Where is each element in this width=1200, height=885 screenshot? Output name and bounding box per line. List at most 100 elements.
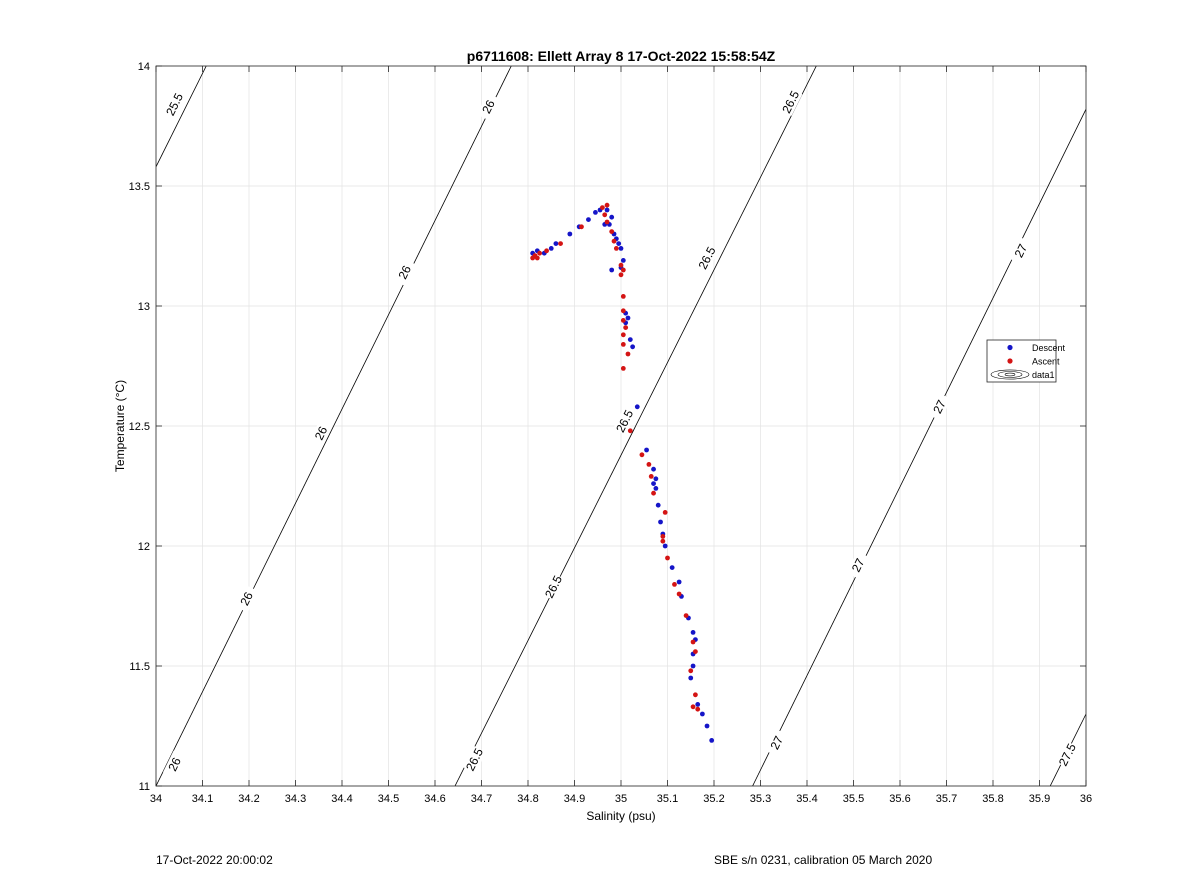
y-tick-label: 11 [139, 781, 150, 793]
descent-point [669, 565, 675, 570]
ascent-point [683, 613, 689, 618]
descent-point [653, 486, 659, 491]
density-contour-label: 27 [765, 728, 789, 757]
density-contour-line [454, 66, 817, 786]
ascent-point [544, 248, 549, 254]
density-contour-label: 27 [927, 392, 952, 421]
contour-label-text: 26 [396, 263, 415, 281]
x-axis-ticks: 34 34.1 34.2 34.3 34.4 34.5 34.6 34.7 34.8 34.9 35… [150, 66, 1092, 805]
y-tick-label: 14 [138, 61, 150, 73]
x-tick-label: 35.6 [889, 793, 910, 805]
x-tick-label: 35.2 [703, 793, 724, 805]
contour-label-mask [309, 419, 333, 448]
contour-label-mask [235, 584, 259, 613]
density-contour-label: 27 [846, 551, 870, 580]
ascent-point [604, 219, 610, 225]
legend-contour-label: data1 [1032, 370, 1055, 380]
y-tick-label: 11.5 [129, 661, 150, 673]
density-contour-label: 26 [163, 750, 187, 779]
descent-point [616, 241, 622, 247]
ascent-point [648, 474, 654, 479]
contour-label-text: 27 [930, 397, 949, 415]
legend-contour-icon [990, 369, 1030, 380]
x-tick-label: 35.8 [982, 793, 1003, 805]
contour-label-mask [613, 407, 637, 436]
descent-point [618, 246, 624, 251]
ascent-point [618, 262, 624, 268]
contour-label-text: 27 [849, 556, 868, 574]
x-tick-label: 34.7 [471, 793, 492, 805]
descent-point [586, 217, 591, 223]
ascent-point [676, 591, 682, 597]
legend-descent-label: Descent [1032, 343, 1066, 353]
y-tick-label: 13 [138, 301, 150, 313]
data-points [530, 202, 715, 743]
y-tick-label: 12 [138, 541, 150, 553]
x-tick-label: 34.3 [285, 793, 306, 805]
contour-label-mask [1009, 236, 1033, 265]
ascent-point [625, 351, 631, 357]
density-contour-label: 27 [1009, 236, 1033, 265]
ascent-point [620, 332, 626, 338]
ascent-point [604, 202, 610, 208]
density-contour-label: 26 [235, 584, 259, 613]
x-tick-label: 35 [615, 793, 627, 805]
ascent-point [627, 428, 633, 434]
x-tick-label: 35.5 [843, 793, 864, 805]
contour-label-mask [462, 745, 487, 774]
ascent-point [672, 582, 677, 587]
x-tick-label: 34.8 [517, 793, 538, 805]
density-contour-line [156, 66, 512, 786]
contour-label-mask [927, 392, 952, 421]
contour-label-mask [846, 551, 870, 580]
x-tick-label: 34.2 [238, 793, 259, 805]
ascent-point [695, 706, 701, 712]
ascent-point [639, 452, 645, 458]
contour-label-mask [476, 92, 501, 121]
x-tick-label: 35.4 [796, 793, 817, 805]
x-tick-label: 34.1 [192, 793, 213, 805]
descent-point [695, 702, 701, 707]
ascent-point [558, 241, 563, 247]
descent-point [604, 207, 610, 213]
footer-calibration: SBE s/n 0231, calibration 05 March 2020 [714, 853, 933, 867]
contour-label-mask [541, 572, 566, 601]
ascent-point [688, 668, 694, 674]
descent-point [625, 315, 631, 321]
ascent-point [609, 229, 615, 235]
descent-point [709, 738, 715, 743]
x-axis-label: Salinity (psu) [586, 809, 655, 823]
descent-point [630, 344, 636, 350]
descent-point [676, 579, 682, 585]
ascent-point [693, 692, 698, 698]
x-tick-label: 35.9 [1029, 793, 1050, 805]
y-tick-label: 12.5 [129, 421, 150, 433]
descent-point [699, 711, 705, 717]
density-contour-label: 26 [393, 258, 417, 287]
contour-label-mask [1055, 740, 1080, 769]
y-axis-label: Temperature (°C) [113, 380, 127, 472]
contour-label-text: 27 [1012, 241, 1031, 259]
descent-point [593, 210, 598, 215]
ascent-point [662, 510, 668, 515]
ascent-point [620, 294, 626, 299]
ascent-point [620, 308, 626, 314]
descent-point [690, 663, 696, 669]
ascent-point [579, 224, 584, 230]
ascent-point [646, 462, 652, 467]
legend-ascent-label: Ascent [1032, 357, 1060, 367]
contour-label-text: 26 [479, 97, 498, 115]
x-tick-label: 35.1 [657, 793, 678, 805]
legend-descent-marker [1007, 344, 1013, 351]
x-tick-label: 34.4 [331, 793, 352, 805]
ascent-point [690, 704, 696, 710]
ascent-point [665, 555, 670, 561]
ascent-point [660, 534, 666, 539]
ascent-point [693, 649, 698, 654]
x-tick-label: 34.6 [424, 793, 445, 805]
contour-label-mask [393, 258, 417, 287]
ascent-point [620, 342, 626, 347]
contour-label-mask [779, 88, 803, 116]
ascent-point [613, 246, 619, 251]
